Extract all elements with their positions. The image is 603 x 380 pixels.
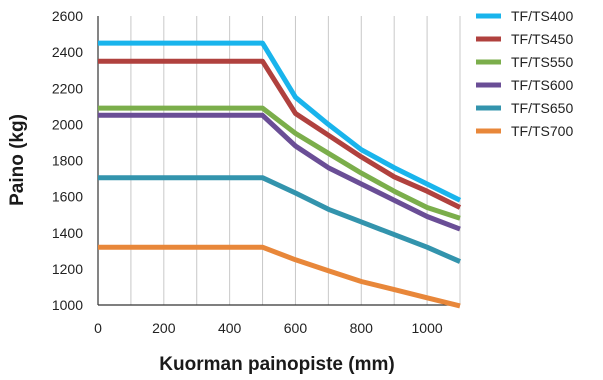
axes [97, 16, 460, 306]
series-line-tf-ts600 [98, 112, 461, 232]
series-line-tf-ts700 [98, 244, 461, 309]
y-tick-label: 1400 [52, 225, 83, 241]
y-tick-label: 2600 [52, 8, 83, 24]
y-axis-title: Paino (kg) [7, 114, 28, 206]
grid-lines [130, 16, 461, 305]
series-line-tf-ts550 [98, 105, 461, 221]
x-tick-label: 600 [284, 320, 308, 336]
series-lines [98, 40, 462, 309]
series-line-tf-ts450 [98, 58, 462, 210]
legend-label: TF/TS450 [511, 31, 573, 47]
y-tick-label: 2200 [52, 80, 83, 96]
tick-labels: 1000 1200 1400 1600 1800 2000 2200 2400 2600 0 200… [52, 8, 443, 336]
legend-label: TF/TS700 [511, 123, 573, 139]
y-tick-label: 2000 [52, 116, 83, 132]
x-tick-label: 200 [152, 320, 176, 336]
legend-label: TF/TS400 [511, 8, 573, 24]
x-tick-label: 0 [94, 320, 102, 336]
series-line-tf-ts650 [98, 175, 462, 264]
series-line-tf-ts400 [98, 40, 462, 203]
y-tick-label: 1600 [52, 189, 83, 205]
legend-label: TF/TS650 [511, 100, 573, 116]
x-tick-label: 800 [350, 320, 374, 336]
x-tick-label: 1000 [412, 320, 443, 336]
x-tick-label: 400 [218, 320, 242, 336]
legend: TF/TS400 TF/TS450 TF/TS550 TF/TS600 TF/TS650… [476, 8, 573, 139]
legend-label: TF/TS550 [511, 54, 573, 70]
legend-label: TF/TS600 [511, 77, 573, 93]
y-tick-label: 1200 [52, 261, 83, 277]
y-tick-label: 1000 [52, 297, 83, 313]
y-tick-label: 2400 [52, 44, 83, 60]
y-tick-label: 1800 [52, 153, 83, 169]
x-axis-title: Kuorman painopiste (mm) [159, 354, 394, 375]
